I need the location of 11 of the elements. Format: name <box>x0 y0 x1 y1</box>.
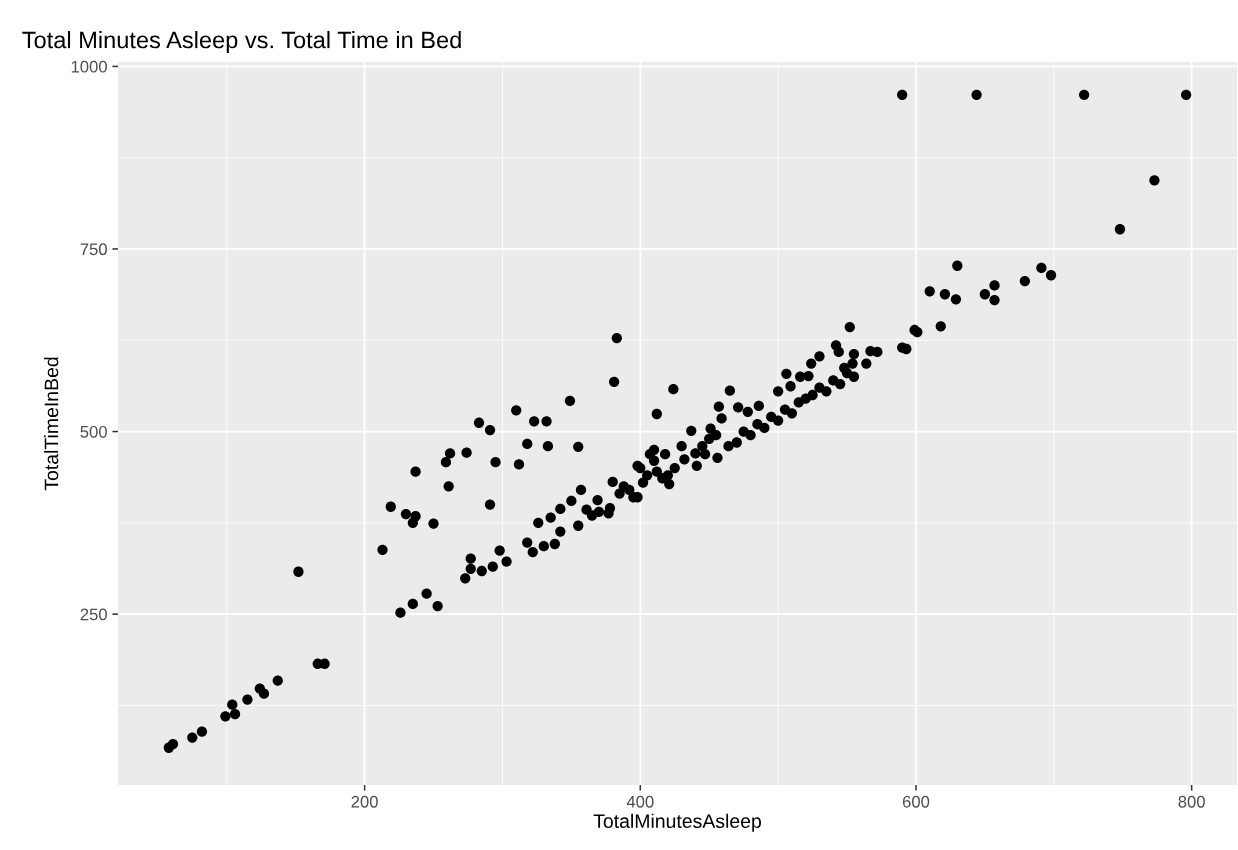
y-tick-label: 750 <box>80 243 107 256</box>
x-tick-label: 400 <box>626 795 654 808</box>
y-tick-label: 1000 <box>71 60 107 73</box>
x-axis-title: TotalMinutesAsleep <box>593 813 761 832</box>
x-tick-label: 200 <box>351 795 378 808</box>
y-axis-title: TotalTimeInBed <box>44 357 59 491</box>
y-tick-label: 250 <box>80 608 107 621</box>
chart-title: Total Minutes Asleep vs. Total Time in Bed <box>22 31 461 54</box>
x-tick-label: 800 <box>1178 795 1205 808</box>
x-tick-label: 600 <box>902 795 930 808</box>
y-tick-label: 500 <box>80 425 107 438</box>
